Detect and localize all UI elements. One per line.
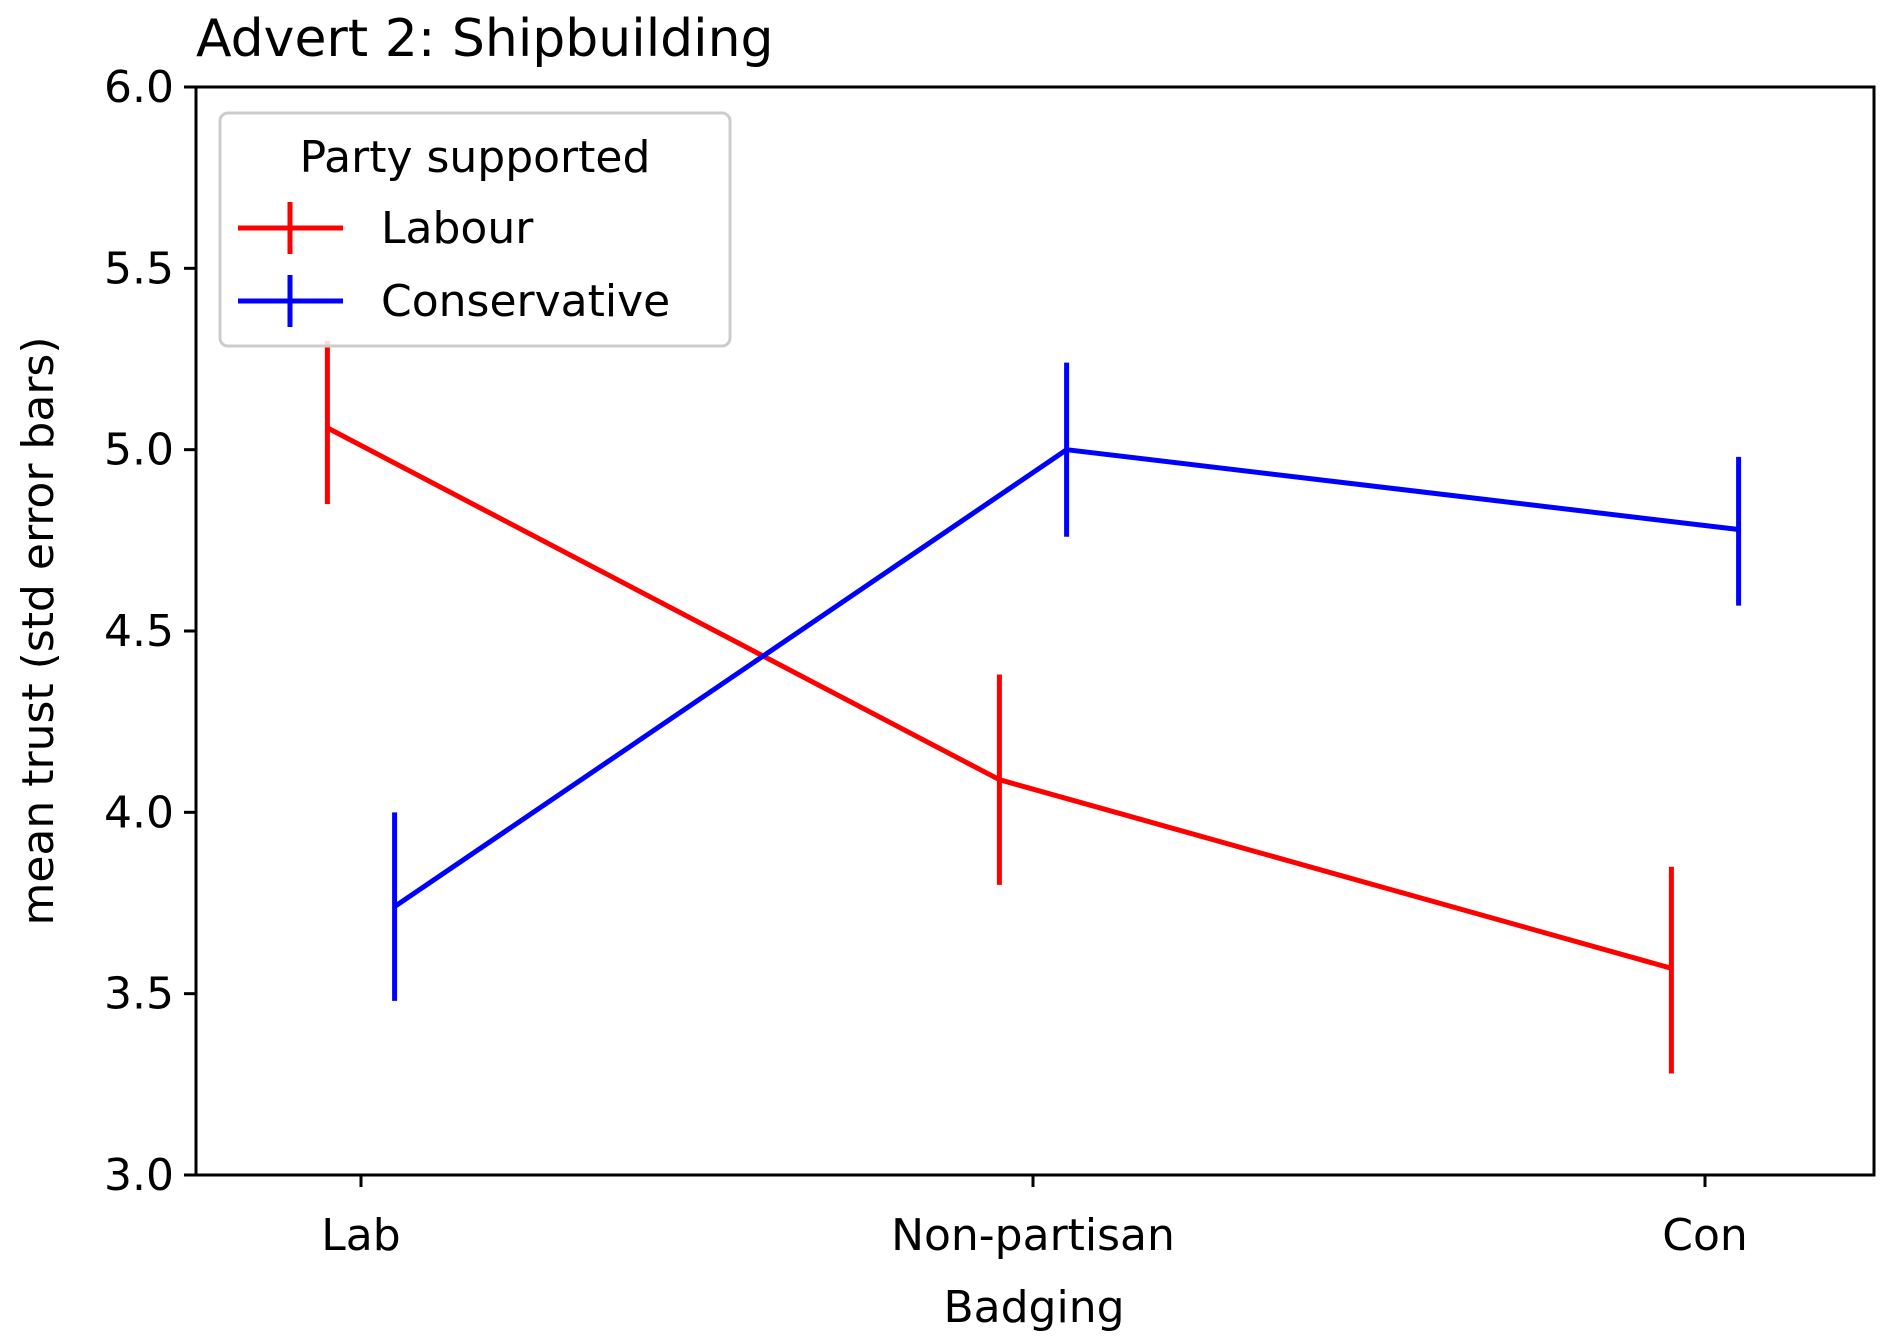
legend-item-conservative: Conservative xyxy=(238,275,670,327)
legend-title: Party supported xyxy=(300,132,651,183)
legend-box xyxy=(218,111,732,348)
y-tick-label: 4.0 xyxy=(104,787,174,838)
data-point-labour xyxy=(326,427,328,429)
x-axis-label: Badging xyxy=(943,1282,1124,1333)
x-tick-label: Con xyxy=(1662,1210,1748,1261)
data-point-conservative xyxy=(1738,528,1740,530)
series-labour xyxy=(324,340,1674,1074)
y-axis: 3.0 3.5 4.0 4.5 5.0 5.5 6.0 xyxy=(104,62,196,1201)
legend-label: Conservative xyxy=(381,276,670,327)
data-point-labour xyxy=(998,779,1000,781)
y-tick-label: 4.5 xyxy=(104,606,174,657)
y-tick-label: 5.5 xyxy=(104,243,174,294)
y-tick-label: 6.0 xyxy=(104,62,174,113)
legend: Party supported Labour Conservative xyxy=(218,111,732,348)
legend-label: Labour xyxy=(381,203,534,254)
y-tick-label: 3.5 xyxy=(104,969,174,1020)
series-conservative xyxy=(392,362,1742,1001)
plot-area xyxy=(324,340,1742,1074)
legend-item-labour: Labour xyxy=(238,202,534,254)
y-axis-label: mean trust (std error bars) xyxy=(13,337,64,926)
x-tick-label: Non-partisan xyxy=(891,1210,1175,1261)
x-tick-label: Lab xyxy=(321,1210,400,1261)
data-point-labour xyxy=(1670,967,1672,969)
data-point-conservative xyxy=(1066,449,1068,451)
data-point-conservative xyxy=(394,906,396,908)
chart-title: Advert 2: Shipbuilding xyxy=(196,9,774,69)
y-tick-label: 3.0 xyxy=(104,1150,174,1201)
x-axis: Lab Non-partisan Con xyxy=(321,1175,1748,1261)
y-tick-label: 5.0 xyxy=(104,425,174,476)
